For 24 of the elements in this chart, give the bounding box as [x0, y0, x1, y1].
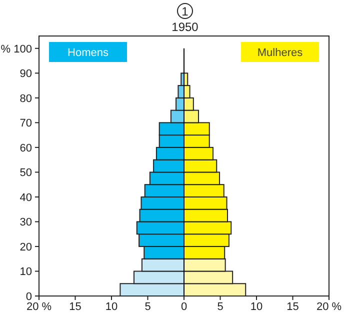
x-tick-label: 10	[250, 301, 263, 313]
x-tick-label: 15	[286, 301, 299, 313]
text: 1	[182, 4, 189, 18]
text: Homens	[68, 47, 109, 59]
x-tick-label: 5	[217, 301, 224, 313]
y-tick-label: 60	[20, 142, 32, 154]
y-tick-label: 40	[20, 192, 32, 204]
x-tick-label: 10	[105, 301, 118, 313]
y-tick-label: 30	[20, 216, 32, 229]
x-tick-label: 15	[69, 301, 82, 313]
y-tick-label: 20	[20, 241, 32, 254]
y-tick-label: 10	[20, 266, 32, 278]
x-tick-label: 0	[180, 301, 188, 313]
x-tick-label: 5	[144, 301, 151, 313]
y-tick-label: 0	[26, 291, 32, 303]
y-tick-label: 80	[20, 92, 32, 105]
x-tick-label: 20 %	[316, 301, 342, 313]
y-tick-label: 90	[20, 68, 32, 80]
y-tick-label: % 100	[0, 43, 32, 56]
y-tick-label: 70	[20, 118, 32, 130]
y-tick-label: 50	[20, 167, 32, 180]
chart-title: 1950	[172, 20, 199, 34]
text: Mulheres	[257, 47, 304, 59]
x-tick-label: 20 %	[26, 301, 52, 313]
